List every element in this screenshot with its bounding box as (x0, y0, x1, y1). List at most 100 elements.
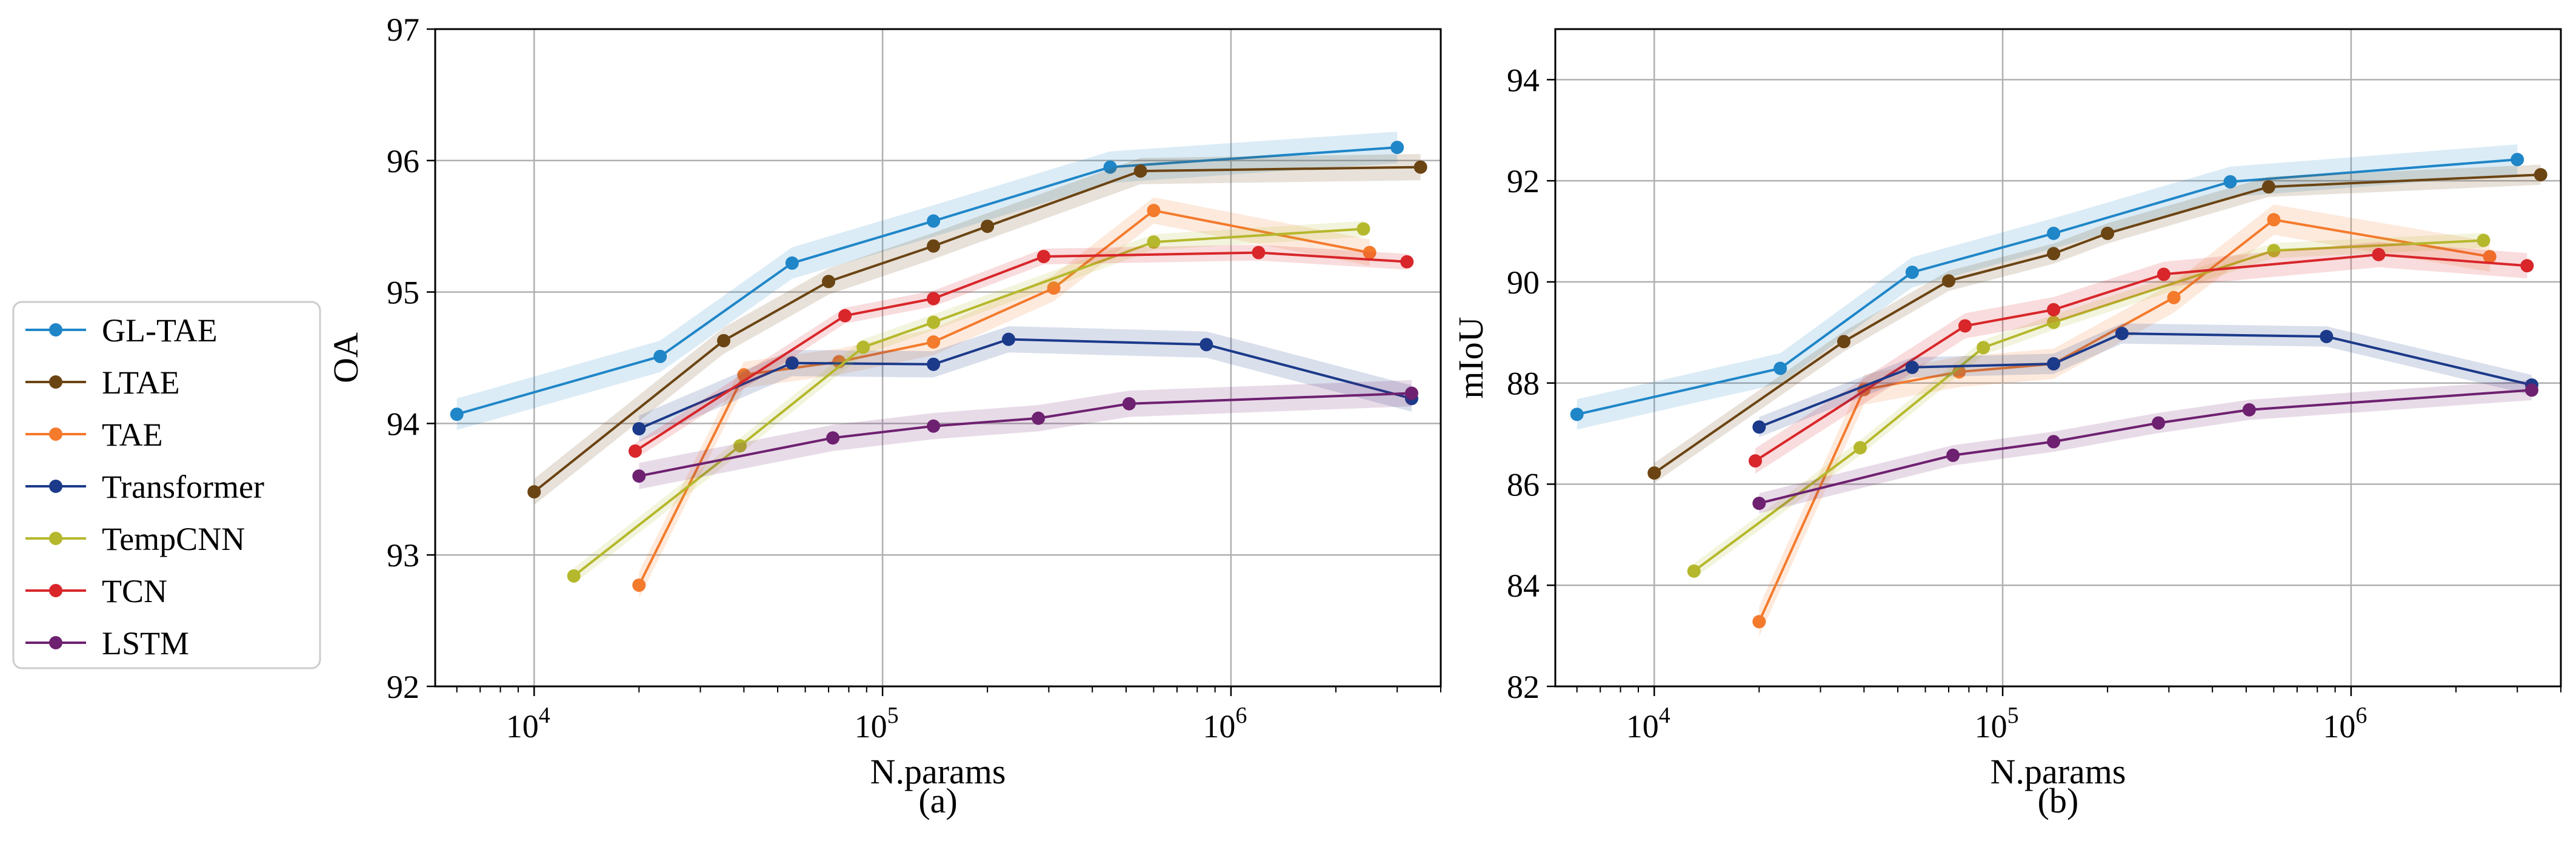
y-tick-label: 92 (1507, 163, 1540, 199)
legend-entry: Transformer (25, 469, 264, 505)
minor-ticks (456, 686, 1441, 692)
data-point (2047, 226, 2061, 240)
data-point (2520, 259, 2534, 273)
data-point (927, 214, 941, 228)
series-tempcnn (1687, 233, 2491, 579)
series-transformer (1752, 323, 2538, 437)
data-point (632, 469, 646, 483)
series-gl-tae (1570, 144, 2524, 430)
y-axis-title: mIoU (1451, 317, 1490, 398)
data-point (927, 357, 941, 371)
panel-caption: (b) (2038, 781, 2079, 820)
data-point (2242, 403, 2256, 417)
series-tae (632, 197, 1376, 598)
data-point (1942, 274, 1956, 288)
series-line (1754, 253, 2528, 462)
data-point (1147, 204, 1161, 218)
x-tick-base: 10 (1626, 708, 1659, 745)
grid (1555, 29, 2561, 688)
x-tick-exponent: 4 (539, 703, 550, 728)
legend-entry: TCN (25, 573, 167, 609)
confidence-band (1755, 242, 2528, 474)
legend-label: TempCNN (102, 521, 245, 557)
y-tick-label: 93 (387, 537, 419, 574)
data-point (1252, 246, 1266, 260)
y-tick-label: 84 (1507, 568, 1540, 604)
series-line (1758, 389, 2532, 505)
legend-entry: GL-TAE (25, 312, 218, 349)
x-tick-label: 106 (1203, 703, 1247, 745)
series-group (450, 132, 1427, 598)
legend-marker (49, 636, 62, 649)
data-point (1905, 360, 1919, 374)
data-point (2534, 168, 2548, 182)
data-point (822, 275, 836, 289)
series-line (1758, 332, 2532, 429)
legend-marker (49, 480, 62, 493)
x-tick-label: 105 (855, 703, 899, 745)
data-point (632, 578, 646, 592)
series-tcn (628, 244, 1414, 459)
data-point (716, 333, 730, 347)
data-point (1752, 420, 1766, 434)
data-point (1774, 361, 1787, 375)
data-point (2267, 244, 2281, 258)
y-tick-label: 96 (387, 143, 419, 179)
data-point (1752, 497, 1766, 511)
x-tick-label: 104 (506, 703, 550, 745)
confidence-band (1654, 164, 2541, 483)
data-point (1570, 407, 1584, 421)
data-point (1748, 454, 1762, 468)
legend-entry: LSTM (25, 625, 189, 662)
data-point (927, 419, 941, 433)
y-tick-label: 86 (1507, 466, 1540, 503)
data-point (1390, 141, 1404, 155)
data-point (1854, 441, 1867, 455)
x-tick-base: 10 (2323, 708, 2355, 745)
x-tick-base: 10 (506, 708, 539, 745)
x-axis-title: N.params (1990, 752, 2126, 791)
data-point (1032, 411, 1046, 425)
x-tick-label: 105 (1975, 703, 2019, 745)
data-point (981, 219, 995, 233)
data-point (2047, 357, 2061, 371)
x-tick-base: 10 (1975, 708, 2007, 745)
data-point (856, 340, 870, 354)
y-tick-label: 95 (387, 275, 419, 311)
series-ltae (527, 154, 1427, 505)
confidence-band (1759, 380, 2532, 514)
data-point (838, 309, 852, 323)
data-point (2157, 267, 2171, 281)
data-point (527, 485, 541, 499)
data-point (1363, 246, 1376, 260)
data-point (567, 569, 581, 583)
series-tempcnn (567, 221, 1370, 584)
x-tick-exponent: 5 (887, 703, 899, 728)
data-point (2267, 213, 2281, 227)
data-point (2115, 326, 2129, 340)
series-line (1577, 158, 2518, 416)
series-line (638, 338, 1412, 430)
data-point (1404, 386, 1418, 400)
legend-label: LTAE (102, 364, 180, 401)
data-point (1946, 448, 1960, 462)
legend-box (12, 301, 321, 669)
data-point (1400, 255, 1414, 269)
data-point (1103, 160, 1117, 174)
data-point (2524, 383, 2538, 397)
series-line (1693, 239, 2484, 572)
panel-caption: (a) (918, 781, 957, 820)
series-lstm (1752, 380, 2538, 514)
legend-label: TAE (102, 417, 163, 453)
data-point (1837, 335, 1850, 349)
data-point (1036, 250, 1050, 264)
y-tick-label: 94 (1507, 62, 1540, 98)
confidence-band (456, 132, 1398, 431)
data-point (1122, 397, 1136, 410)
data-point (2047, 315, 2061, 329)
y-tick-label: 90 (1507, 264, 1540, 301)
x-tick-exponent: 6 (2355, 703, 2367, 728)
plot-frame (1554, 28, 2562, 688)
legend-marker (49, 427, 62, 441)
